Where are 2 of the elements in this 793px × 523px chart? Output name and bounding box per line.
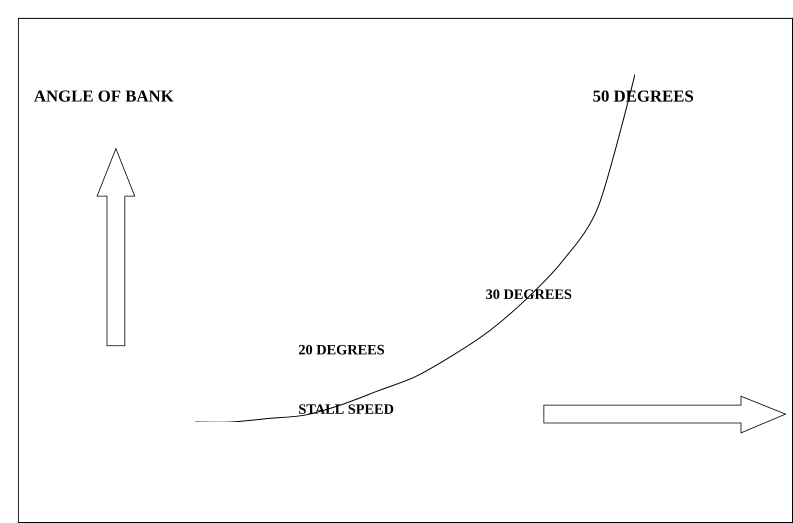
annotation: 20 DEGREES [298,344,384,354]
y-axis-title: ANGLE OF BANK [34,90,174,102]
